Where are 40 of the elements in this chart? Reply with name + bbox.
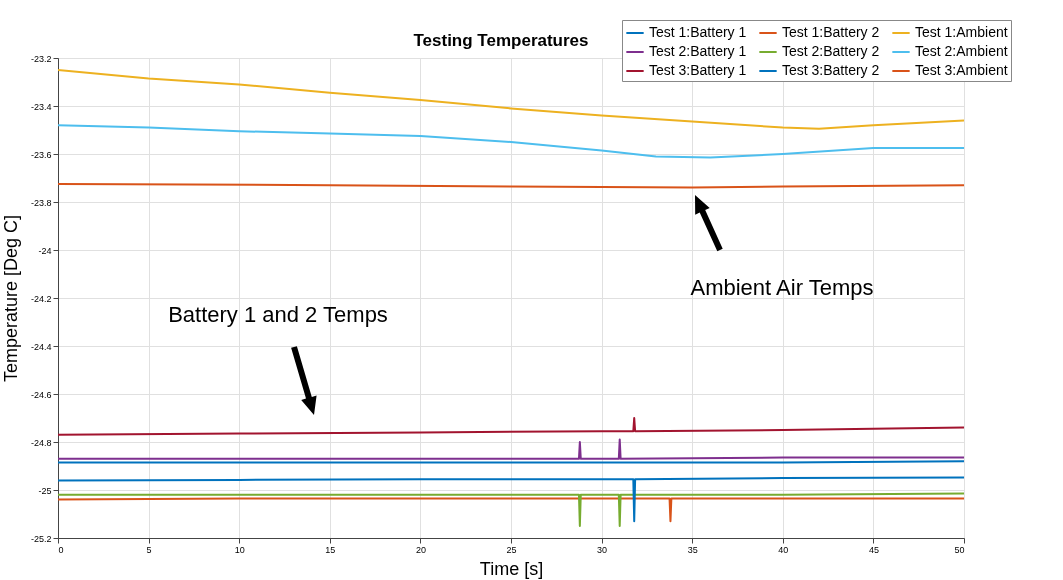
y-axis-title: Temperature [Deg C]	[0, 214, 21, 383]
legend-label: Test 3:Ambient	[915, 62, 1008, 78]
y-tick-label: -25.2	[30, 533, 52, 544]
x-tick-label: 40	[778, 544, 789, 555]
y-tick-label: -24.6	[30, 389, 52, 400]
y-tick-label: -24.4	[30, 341, 52, 352]
legend-label: Test 1:Battery 1	[649, 24, 747, 40]
legend-label: Test 1:Battery 2	[782, 24, 880, 40]
x-tick-label: 35	[687, 544, 698, 555]
legend-label: Test 2:Battery 2	[782, 43, 880, 59]
y-tick-label: -24.2	[30, 293, 52, 304]
x-tick-label: 5	[146, 544, 152, 555]
legend-label: Test 3:Battery 2	[782, 62, 880, 78]
y-tick-label: -24.8	[30, 437, 52, 448]
x-tick-label: 25	[506, 544, 517, 555]
chart-title: Testing Temperatures	[413, 30, 589, 50]
x-tick-label: 10	[234, 544, 245, 555]
legend-label: Test 3:Battery 1	[649, 62, 747, 78]
y-tick-label: -25	[38, 485, 52, 496]
x-tick-label: 30	[597, 544, 608, 555]
x-tick-label: 15	[325, 544, 336, 555]
line-series	[58, 417, 964, 436]
line-series	[58, 438, 964, 460]
line-series	[58, 476, 964, 523]
y-tick-label: -23.8	[30, 197, 52, 208]
x-tick-label: 45	[868, 544, 879, 555]
legend-label: Test 2:Battery 1	[649, 43, 747, 59]
legend-label: Test 1:Ambient	[915, 24, 1008, 40]
annotation: Battery 1 and 2 Temps	[168, 302, 388, 327]
y-tick-label: -23.4	[30, 101, 52, 112]
x-tick-label: 0	[58, 544, 64, 555]
x-tick-label: 20	[415, 544, 426, 555]
x-axis-title: Time [s]	[479, 558, 544, 579]
y-tick-label: -23.6	[30, 149, 52, 160]
y-tick-label: -23.2	[30, 53, 52, 64]
y-tick-label: -24	[38, 245, 52, 256]
annotation: Ambient Air Temps	[690, 275, 874, 300]
line-series	[58, 124, 964, 159]
x-tick-label: 50	[954, 544, 965, 555]
legend-label: Test 2:Ambient	[915, 43, 1008, 59]
